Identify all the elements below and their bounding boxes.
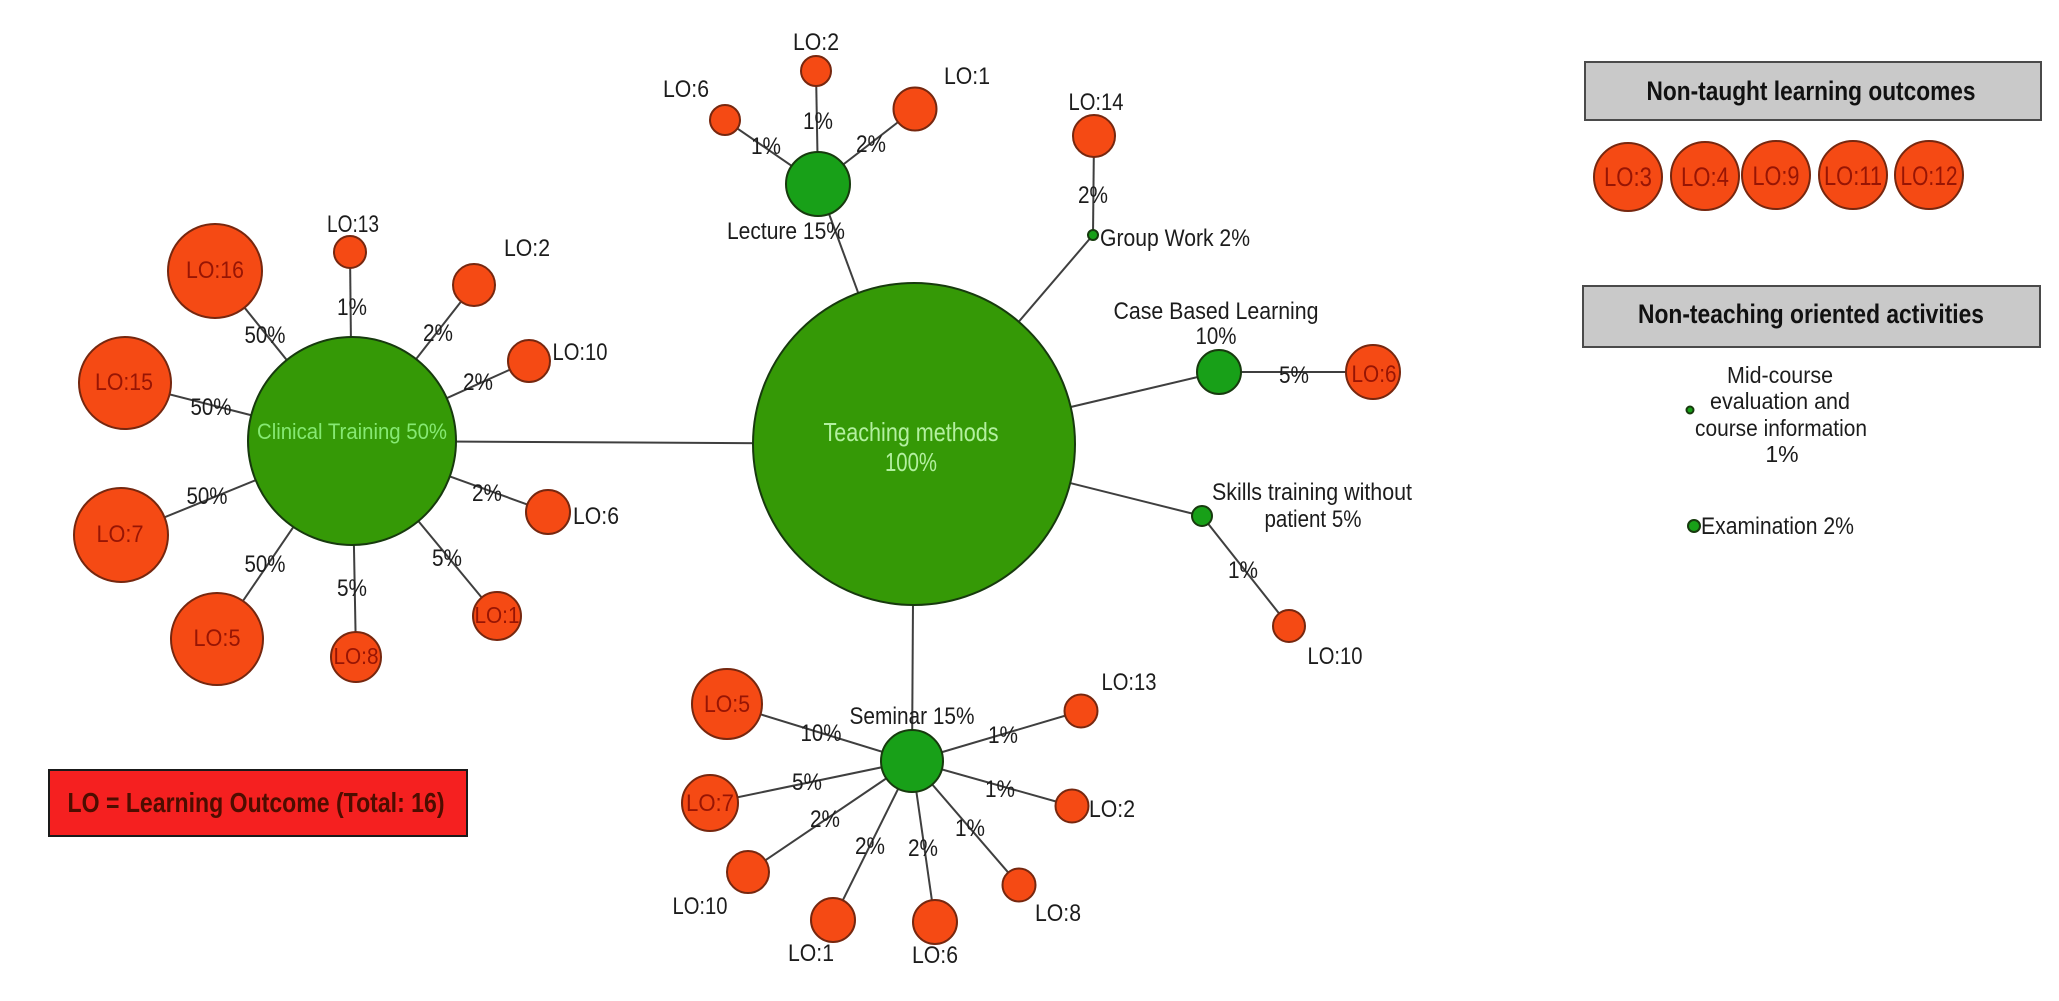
svg-text:LO:5: LO:5 (194, 625, 241, 652)
svg-text:1%: 1% (1765, 441, 1798, 467)
svg-text:LO:13: LO:13 (327, 211, 379, 238)
svg-text:50%: 50% (245, 322, 286, 349)
svg-text:5%: 5% (432, 545, 462, 572)
svg-text:LO:6: LO:6 (663, 76, 709, 103)
svg-text:evaluation and: evaluation and (1710, 388, 1850, 414)
svg-text:course information: course information (1695, 415, 1867, 441)
svg-text:LO = Learning Outcome (Total:: LO = Learning Outcome (Total: 16) (68, 787, 445, 818)
svg-text:Non-taught learning outcomes: Non-taught learning outcomes (1647, 76, 1976, 106)
svg-text:LO:6: LO:6 (1352, 361, 1397, 388)
svg-text:LO:16: LO:16 (186, 257, 244, 284)
svg-text:2%: 2% (855, 833, 885, 860)
svg-text:Skills training without: Skills training without (1212, 479, 1412, 506)
svg-text:Mid-course: Mid-course (1727, 362, 1833, 388)
svg-text:2%: 2% (472, 480, 502, 507)
svg-text:Non-teaching oriented activiti: Non-teaching oriented activities (1638, 299, 1984, 329)
svg-text:LO:3: LO:3 (1604, 162, 1652, 192)
svg-text:2%: 2% (423, 320, 453, 347)
svg-text:100%: 100% (885, 447, 937, 477)
svg-text:LO:10: LO:10 (1308, 643, 1363, 670)
svg-text:Examination 2%: Examination 2% (1701, 513, 1854, 540)
svg-text:2%: 2% (908, 835, 938, 862)
svg-text:LO:9: LO:9 (1753, 161, 1800, 191)
svg-text:1%: 1% (337, 294, 367, 321)
svg-text:2%: 2% (1078, 182, 1108, 209)
svg-text:2%: 2% (856, 131, 886, 158)
svg-text:1%: 1% (955, 815, 985, 842)
svg-text:Seminar 15%: Seminar 15% (850, 703, 975, 730)
svg-text:5%: 5% (337, 575, 367, 602)
svg-text:LO:1: LO:1 (788, 940, 834, 967)
svg-text:10%: 10% (1196, 323, 1237, 350)
svg-text:LO:8: LO:8 (1035, 900, 1081, 927)
svg-text:2%: 2% (463, 369, 493, 396)
svg-text:LO:1: LO:1 (475, 602, 520, 628)
svg-text:Clinical Training 50%: Clinical Training 50% (257, 419, 447, 444)
svg-text:LO:14: LO:14 (1069, 89, 1124, 116)
svg-text:5%: 5% (1279, 362, 1309, 389)
svg-text:1%: 1% (803, 108, 833, 135)
svg-text:LO:2: LO:2 (1089, 796, 1135, 823)
svg-text:LO:7: LO:7 (686, 790, 734, 817)
svg-text:LO:2: LO:2 (504, 235, 550, 262)
svg-text:LO:6: LO:6 (573, 503, 619, 530)
svg-text:1%: 1% (985, 776, 1015, 803)
svg-text:Group Work 2%: Group Work 2% (1100, 225, 1250, 252)
svg-text:Teaching methods: Teaching methods (824, 417, 999, 447)
svg-text:LO:6: LO:6 (912, 942, 958, 969)
svg-text:LO:5: LO:5 (704, 691, 750, 718)
svg-text:LO:15: LO:15 (95, 369, 153, 396)
svg-text:2%: 2% (810, 806, 840, 833)
svg-text:1%: 1% (988, 722, 1018, 749)
svg-text:LO:2: LO:2 (793, 29, 839, 56)
svg-text:10%: 10% (801, 720, 842, 747)
svg-text:LO:12: LO:12 (1901, 161, 1958, 191)
svg-text:5%: 5% (792, 769, 822, 796)
svg-text:50%: 50% (191, 394, 232, 421)
svg-text:LO:4: LO:4 (1681, 162, 1729, 192)
svg-text:LO:10: LO:10 (673, 893, 728, 920)
svg-text:LO:11: LO:11 (1824, 161, 1882, 191)
svg-text:Lecture 15%: Lecture 15% (727, 218, 845, 245)
svg-text:1%: 1% (1228, 557, 1258, 584)
svg-text:50%: 50% (245, 551, 286, 578)
svg-text:LO:13: LO:13 (1102, 669, 1157, 696)
svg-text:LO:8: LO:8 (334, 643, 379, 669)
svg-text:1%: 1% (751, 133, 781, 160)
svg-text:LO:10: LO:10 (553, 339, 608, 366)
svg-text:patient 5%: patient 5% (1265, 506, 1362, 533)
svg-text:LO:7: LO:7 (97, 521, 144, 548)
svg-text:Case Based Learning: Case Based Learning (1114, 298, 1319, 325)
svg-text:LO:1: LO:1 (944, 63, 990, 90)
svg-text:50%: 50% (187, 483, 228, 510)
